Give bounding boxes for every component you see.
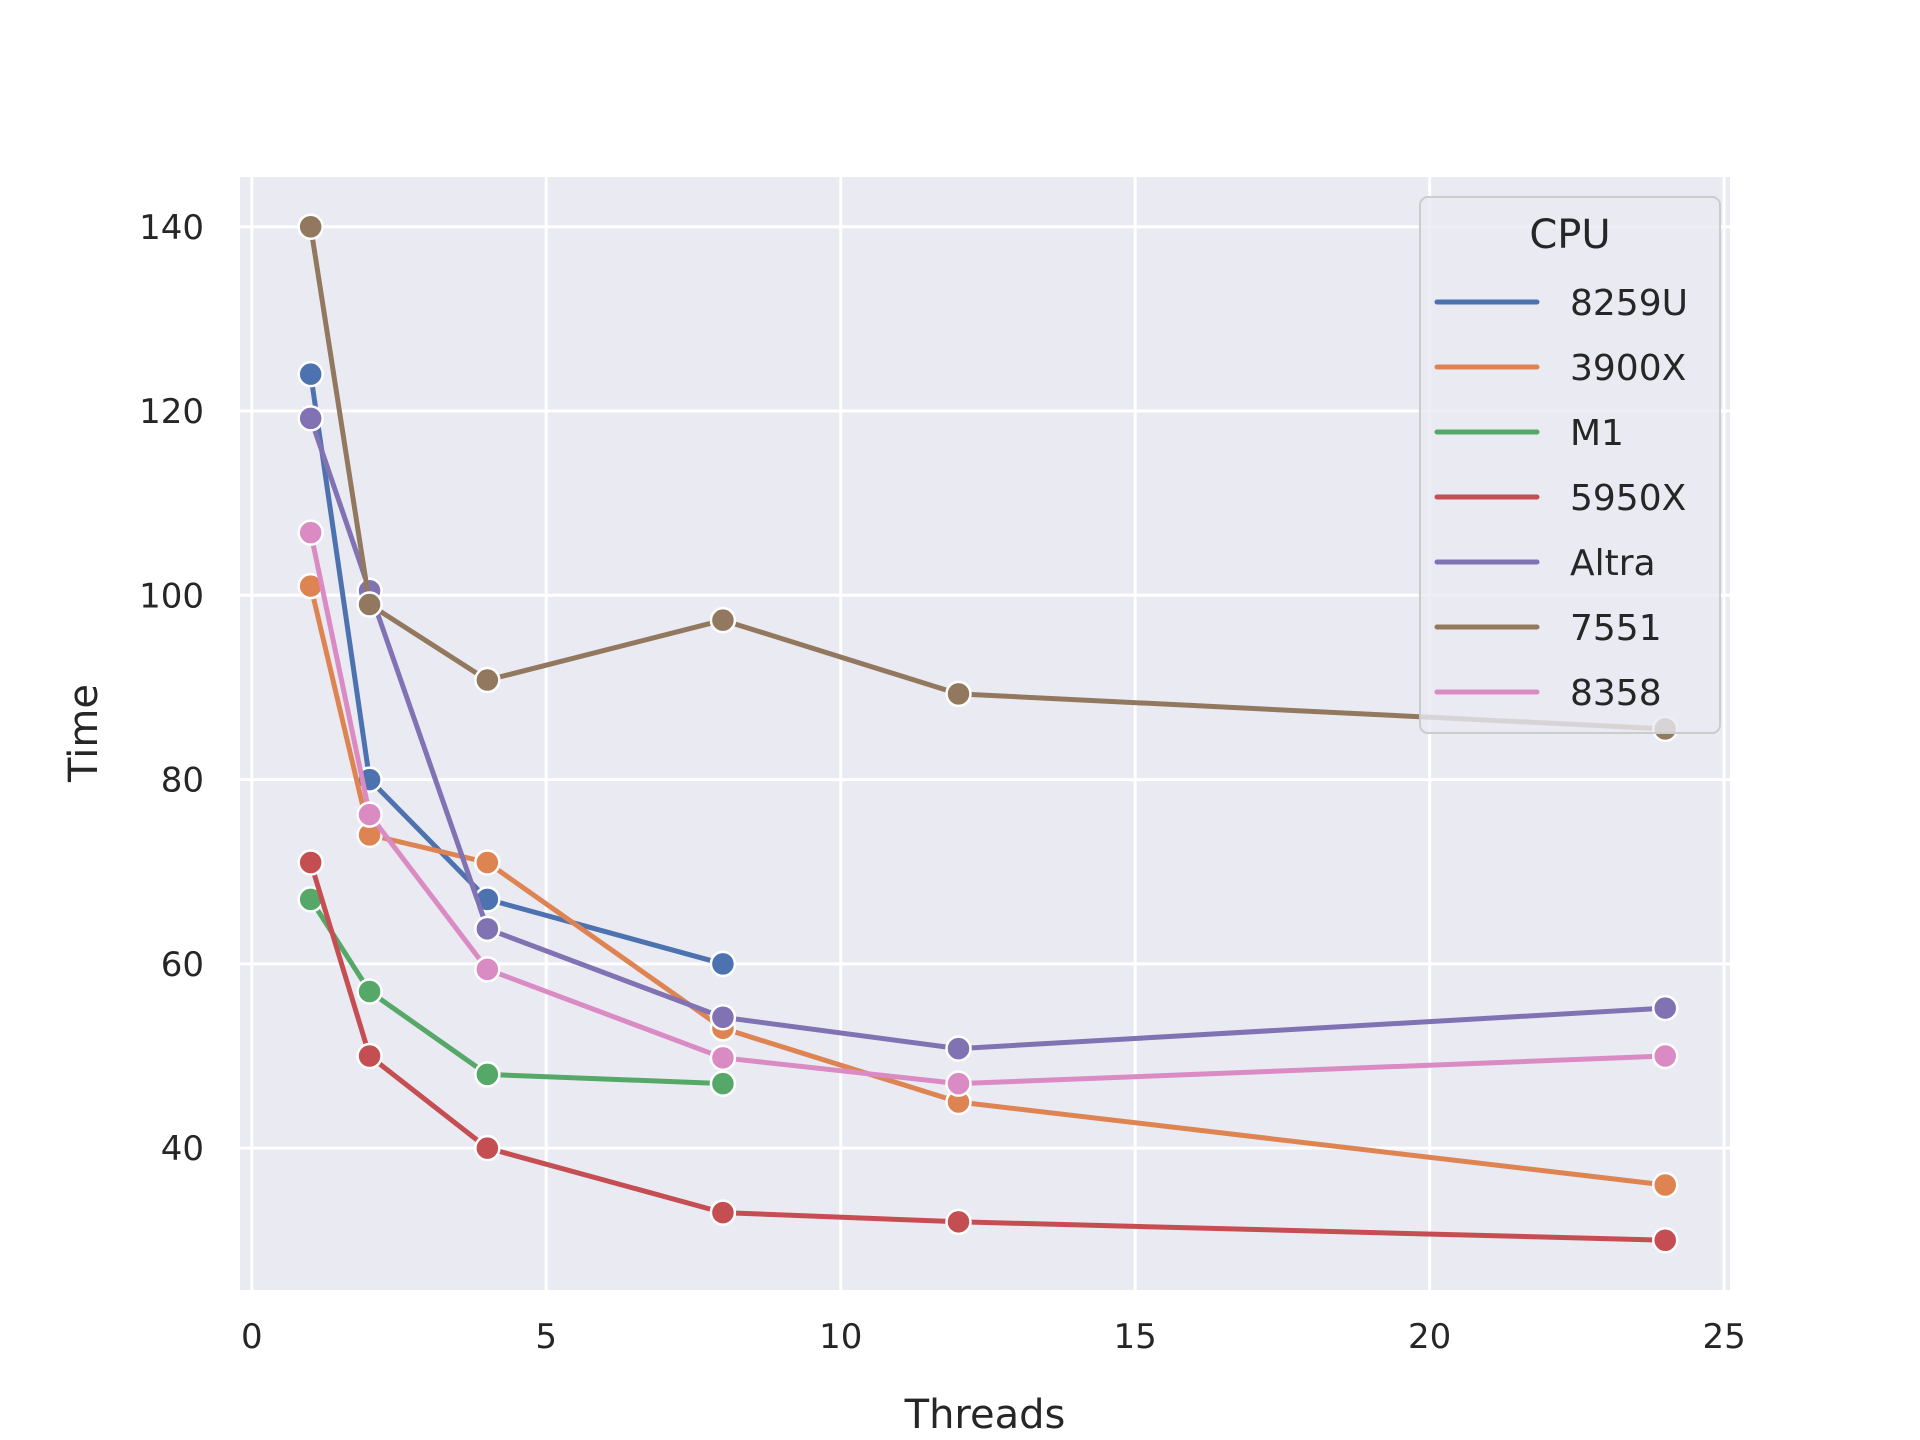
series-m1 [297, 886, 737, 1097]
legend-item: 7551 [1434, 608, 1662, 649]
series-5950x [297, 849, 1679, 1254]
series-line [308, 415, 1668, 1052]
data-point [1651, 1226, 1679, 1254]
y-tick-label: 40 [161, 1129, 204, 1169]
x-tick-label: 15 [1114, 1317, 1157, 1357]
y-axis-ticks: 40 60 80 100 120 140 [139, 208, 204, 1169]
data-point [709, 1070, 737, 1097]
legend-item: 5950X [1434, 478, 1686, 519]
data-point [474, 849, 501, 876]
legend: CPU 8259U 3900X M1 5950X Altra 7551 8358 [1419, 196, 1721, 734]
data-point [356, 978, 383, 1005]
legend-item: Altra [1434, 543, 1656, 584]
data-point [945, 680, 972, 708]
series-line [308, 896, 726, 1087]
data-point [297, 519, 324, 546]
data-point [297, 405, 324, 432]
legend-label: M1 [1570, 413, 1624, 454]
x-tick-label: 25 [1702, 1317, 1745, 1357]
series-8358 [297, 519, 1679, 1097]
y-tick-label: 80 [161, 761, 204, 801]
data-point [356, 591, 383, 618]
data-point [356, 1042, 383, 1070]
data-point [297, 213, 324, 241]
data-point [1651, 994, 1679, 1022]
data-point [474, 956, 501, 983]
data-point [709, 1199, 737, 1226]
data-point [1651, 1042, 1679, 1070]
data-point [356, 801, 383, 828]
x-axis-label: Threads [904, 1392, 1066, 1438]
series-line [308, 224, 1668, 732]
data-point [945, 1070, 972, 1097]
data-point [709, 1004, 737, 1031]
x-tick-label: 10 [819, 1317, 862, 1357]
y-axis-label: Time [61, 684, 107, 783]
y-tick-label: 140 [139, 208, 204, 248]
data-point [709, 606, 737, 634]
y-tick-label: 100 [139, 576, 204, 616]
data-point [709, 1044, 737, 1072]
series-line [308, 860, 1668, 1243]
x-axis-ticks: 0 5 10 15 20 25 [241, 1317, 1746, 1357]
y-tick-label: 60 [161, 945, 204, 985]
legend-title: CPU [1529, 212, 1610, 258]
legend-item: 8259U [1434, 283, 1688, 324]
data-point [945, 1035, 972, 1062]
data-point [297, 360, 324, 388]
data-point [297, 849, 324, 876]
x-tick-label: 20 [1408, 1317, 1451, 1357]
y-tick-label: 120 [139, 392, 204, 432]
data-point [474, 666, 501, 694]
legend-label: 8259U [1570, 283, 1688, 324]
series-7551 [297, 213, 1679, 743]
x-tick-label: 5 [535, 1317, 557, 1357]
legend-items: 8259U 3900X M1 5950X Altra 7551 8358 [1434, 283, 1688, 714]
data-point [474, 1061, 501, 1088]
series-group [297, 213, 1679, 1254]
series-line [308, 371, 726, 967]
legend-label: Altra [1570, 543, 1656, 584]
legend-label: 8358 [1570, 673, 1662, 714]
series-line [308, 583, 1668, 1188]
legend-label: 7551 [1570, 608, 1662, 649]
legend-label: 3900X [1570, 348, 1686, 389]
legend-item: M1 [1434, 413, 1624, 454]
series-line [308, 530, 1668, 1087]
data-point [945, 1208, 972, 1236]
legend-item: 3900X [1434, 348, 1686, 389]
data-point [709, 950, 737, 978]
data-point [1651, 1171, 1679, 1199]
legend-item: 8358 [1434, 673, 1662, 714]
data-point [474, 915, 501, 943]
x-tick-label: 0 [241, 1317, 263, 1357]
legend-frame [1419, 196, 1721, 734]
legend-label: 5950X [1570, 478, 1686, 519]
data-point [474, 1134, 501, 1162]
